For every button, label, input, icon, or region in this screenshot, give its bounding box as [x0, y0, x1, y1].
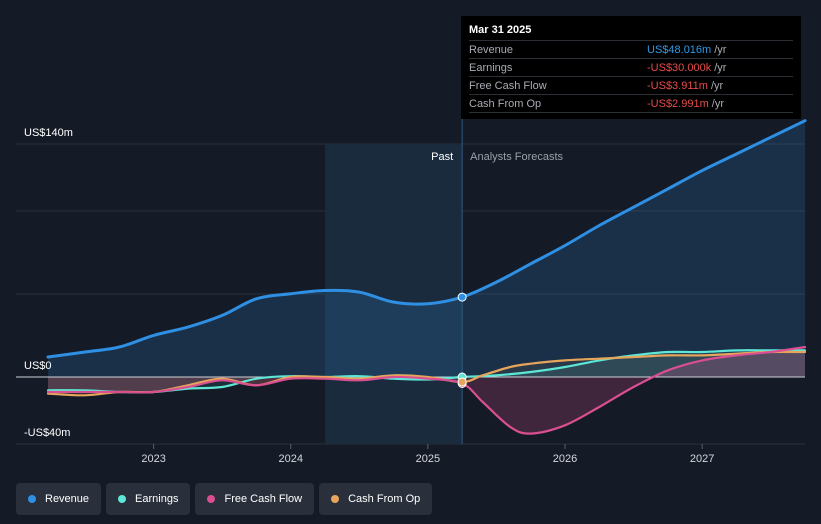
tooltip-row-unit: /yr — [714, 61, 727, 74]
legend-label: Cash From Op — [348, 493, 421, 505]
tooltip-row-name: Cash From Op — [469, 97, 542, 110]
tooltip-row-unit: /yr — [710, 79, 724, 92]
legend-dot-icon — [118, 495, 127, 503]
tooltip-row-earnings: Earnings -US$30.000k /yr — [469, 58, 793, 76]
x-tick-label: 2027 — [690, 453, 714, 465]
x-tick-label: 2024 — [278, 453, 302, 465]
legend-dot-icon — [207, 495, 216, 503]
marker-cash-from-op — [457, 377, 467, 387]
y-label-bottom: -US$40m — [24, 427, 70, 439]
legend-label: Free Cash Flow — [224, 493, 303, 505]
tooltip-panel: Mar 31 2025 Revenue US$48.016m /yr Earni… — [461, 16, 801, 119]
past-shaded-region — [325, 144, 463, 444]
x-tick-label: 2026 — [553, 453, 577, 465]
legend-item-earnings[interactable]: Earnings — [106, 483, 191, 515]
tooltip-row-name: Free Cash Flow — [469, 79, 547, 92]
line-free-cash-flow — [46, 345, 807, 435]
tooltip-row-free-cash-flow: Free Cash Flow -US$3.911m /yr — [469, 76, 793, 94]
legend-item-revenue[interactable]: Revenue — [16, 483, 102, 515]
legend-label: Earnings — [135, 493, 179, 505]
tooltip-row-value: -US$3.911m — [647, 79, 708, 92]
legend-item-free-cash-flow[interactable]: Free Cash Flow — [195, 483, 315, 515]
forecast-label: Analysts Forecasts — [470, 151, 563, 163]
marker-revenue — [457, 292, 467, 302]
legend-item-cash-from-op[interactable]: Cash From Op — [319, 483, 433, 515]
tooltip-row-revenue: Revenue US$48.016m /yr — [469, 40, 793, 58]
tooltip-row-unit: /yr — [714, 43, 727, 56]
tooltip-row-name: Revenue — [469, 43, 514, 56]
y-label-top: US$140m — [24, 127, 73, 139]
x-tick-label: 2023 — [141, 453, 165, 465]
line-revenue — [46, 119, 807, 359]
area-revenue — [48, 120, 805, 377]
tooltip-row-cash-from-op: Cash From Op -US$2.991m /yr — [469, 94, 793, 113]
tooltip-row-name: Earnings — [469, 61, 513, 74]
tooltip-date: Mar 31 2025 — [469, 24, 532, 36]
y-label-zero: US$0 — [24, 360, 52, 372]
x-tick-label: 2025 — [416, 453, 440, 465]
past-label: Past — [431, 151, 453, 163]
x-axis-ticks: 2023 2024 2025 2026 2027 — [141, 444, 714, 465]
legend: Revenue Earnings Free Cash Flow Cash Fro… — [16, 483, 433, 515]
series-lines — [46, 119, 807, 435]
legend-label: Revenue — [45, 493, 90, 505]
tooltip-row-value: -US$2.991m — [647, 97, 709, 110]
tooltip-row-value: US$48.016m — [647, 43, 712, 56]
legend-dot-icon — [28, 495, 36, 503]
tooltip-row-unit: /yr — [711, 97, 724, 110]
tooltip-markers — [457, 292, 467, 388]
tooltip-row-value: -US$30.000k — [647, 61, 712, 74]
legend-dot-icon — [331, 495, 340, 503]
area-cash-from-op — [48, 351, 805, 396]
